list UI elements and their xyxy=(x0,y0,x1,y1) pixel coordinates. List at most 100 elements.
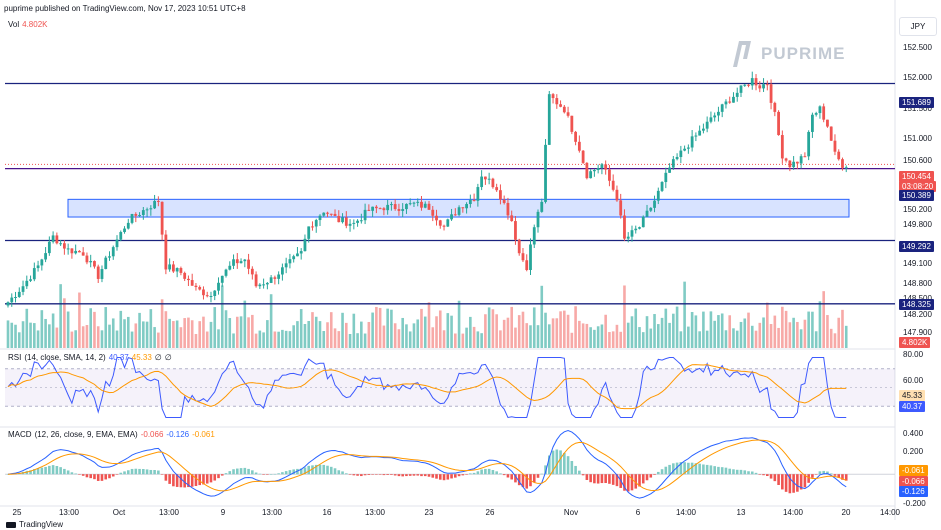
volume-bar xyxy=(641,332,645,348)
macd-histogram-bar xyxy=(243,467,247,475)
candle-body xyxy=(190,280,194,286)
candle-body xyxy=(134,214,138,216)
candle-body xyxy=(562,106,566,113)
volume-bar xyxy=(747,312,750,348)
candle-body xyxy=(623,215,626,239)
volume-bar xyxy=(593,329,596,348)
volume-bar xyxy=(450,315,453,348)
volume-bar xyxy=(555,318,559,348)
macd-histogram-bar xyxy=(145,469,149,475)
candle-body xyxy=(62,243,66,249)
macd-histogram-bar xyxy=(202,474,205,485)
macd-histogram-bar xyxy=(510,474,513,480)
rsi-value-tag: 40.37 xyxy=(899,401,926,412)
rsi-tick-60: 60.00 xyxy=(903,376,924,385)
macd-histogram-bar xyxy=(352,474,356,476)
candle-body xyxy=(724,101,728,105)
volume-bar xyxy=(792,317,795,348)
candle-body xyxy=(664,172,668,183)
macd-histogram-bar xyxy=(472,472,476,475)
candle-body xyxy=(750,78,754,86)
macd-histogram-bar xyxy=(547,455,551,475)
candle-body xyxy=(574,131,577,142)
volume-bar xyxy=(205,331,209,348)
candle-body xyxy=(292,256,296,260)
macd-histogram-bar xyxy=(66,470,70,475)
macd-histogram-bar xyxy=(461,474,465,476)
macd-histogram-bar xyxy=(108,474,111,479)
volume-bar xyxy=(826,315,829,348)
volume-bar xyxy=(589,327,592,348)
candle-body xyxy=(502,199,506,203)
macd-histogram-bar xyxy=(450,474,453,479)
macd-histogram-bar xyxy=(277,473,280,475)
volume-bar xyxy=(626,322,630,348)
macd-histogram-bar xyxy=(360,474,363,477)
volume-bar xyxy=(514,327,517,348)
macd-histogram-bar xyxy=(559,450,562,475)
candle-body xyxy=(104,257,108,270)
macd-histogram-bar xyxy=(307,465,311,475)
time-tick-1: 13:00 xyxy=(58,508,80,517)
macd-histogram-bar xyxy=(442,474,446,481)
candle-body xyxy=(600,164,604,169)
volume-bar xyxy=(769,324,773,348)
candle-body xyxy=(314,220,318,227)
macd-histogram-bar xyxy=(179,474,183,488)
currency-button[interactable]: JPY xyxy=(899,17,937,36)
candle-body xyxy=(645,210,649,217)
volume-bar xyxy=(213,307,217,348)
candle-body xyxy=(683,148,687,151)
macd-histogram-bar xyxy=(521,474,525,488)
price-tick-0: 152.500 xyxy=(903,43,932,52)
candle-body xyxy=(837,151,841,160)
macd-histogram-bar xyxy=(175,474,179,487)
candle-body xyxy=(795,161,799,164)
volume-bar xyxy=(408,331,412,348)
volume-bar xyxy=(604,314,607,348)
volume-bar xyxy=(754,330,758,348)
macd-histogram-bar xyxy=(788,474,792,494)
macd-histogram-bar xyxy=(826,471,829,475)
volume-bar xyxy=(551,318,555,348)
price-tick-10: 148.800 xyxy=(903,279,932,288)
macd-histogram-bar xyxy=(228,471,232,475)
volume-bar xyxy=(799,329,803,348)
volume-tag: 4.802K xyxy=(899,337,931,348)
volume-bar xyxy=(119,310,123,348)
candle-body xyxy=(217,282,220,291)
volume-bar xyxy=(750,325,754,348)
volume-bar xyxy=(17,332,21,348)
candle-body xyxy=(487,178,491,180)
candle-body xyxy=(483,176,487,180)
macd-histogram-bar xyxy=(63,468,66,475)
volume-bar xyxy=(307,320,311,348)
volume-bar xyxy=(788,322,792,348)
candle-body xyxy=(799,156,803,164)
time-tick-14: 14:00 xyxy=(782,508,804,517)
macd-histogram-bar xyxy=(457,474,461,477)
macd-histogram-bar xyxy=(814,474,818,475)
volume-bar xyxy=(145,321,149,348)
volume-bar xyxy=(431,327,435,348)
macd-histogram-bar xyxy=(604,474,607,484)
macd-histogram-bar xyxy=(638,474,641,487)
volume-bar xyxy=(796,321,799,348)
candle-body xyxy=(758,85,762,89)
candle-body xyxy=(307,226,311,239)
candle-body xyxy=(171,264,175,272)
candle-body xyxy=(405,203,408,210)
macd-histogram-bar xyxy=(491,470,495,475)
volume-bar xyxy=(833,333,837,348)
candle-body xyxy=(694,135,698,137)
volume-bar xyxy=(401,317,404,348)
candle-body xyxy=(194,285,198,288)
candle-body xyxy=(626,236,630,239)
candle-body xyxy=(438,220,442,226)
candle-body xyxy=(705,121,709,129)
price-tick-11: 148.500 xyxy=(903,294,941,303)
macd-histogram-bar xyxy=(44,466,47,475)
volume-bar xyxy=(525,323,529,348)
volume-bar xyxy=(247,317,250,348)
candle-body xyxy=(198,287,202,290)
